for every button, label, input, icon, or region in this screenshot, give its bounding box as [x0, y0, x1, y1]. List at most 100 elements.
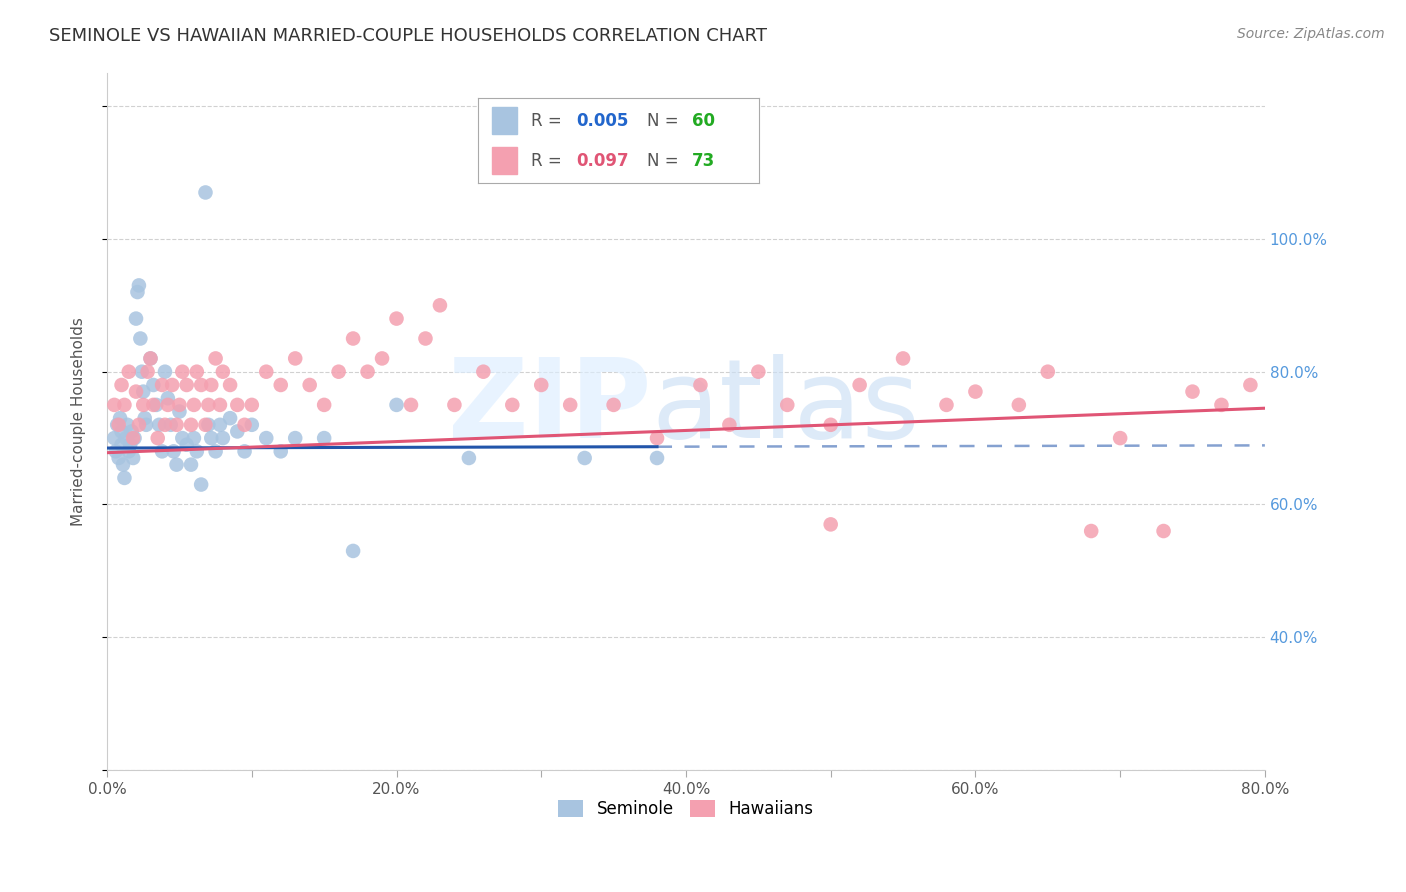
- Text: N =: N =: [647, 152, 683, 169]
- Point: [298, 378, 321, 392]
- Text: atlas: atlas: [651, 354, 920, 461]
- Point: [169, 404, 191, 418]
- Point: [103, 398, 125, 412]
- Point: [501, 398, 523, 412]
- Point: [530, 378, 553, 392]
- Point: [150, 378, 173, 392]
- Point: [160, 378, 183, 392]
- Point: [115, 431, 138, 445]
- Point: [240, 398, 263, 412]
- Point: [747, 365, 769, 379]
- Point: [153, 365, 176, 379]
- Point: [134, 411, 156, 425]
- Point: [284, 351, 307, 366]
- Point: [820, 417, 842, 432]
- Point: [145, 398, 167, 412]
- Point: [120, 438, 142, 452]
- Point: [1080, 524, 1102, 538]
- Point: [110, 438, 132, 452]
- Point: [385, 311, 408, 326]
- Point: [1036, 365, 1059, 379]
- Point: [136, 365, 159, 379]
- Point: [718, 417, 741, 432]
- Point: [233, 417, 256, 432]
- Point: [183, 431, 205, 445]
- Point: [254, 365, 277, 379]
- Point: [314, 431, 336, 445]
- Point: [128, 278, 150, 293]
- Text: Source: ZipAtlas.com: Source: ZipAtlas.com: [1237, 27, 1385, 41]
- Bar: [492, 107, 517, 134]
- Point: [122, 431, 145, 445]
- Point: [356, 365, 378, 379]
- Point: [399, 398, 422, 412]
- Point: [110, 425, 132, 439]
- Point: [172, 431, 194, 445]
- Text: 0.097: 0.097: [576, 152, 628, 169]
- Point: [415, 331, 437, 345]
- Point: [163, 444, 186, 458]
- Point: [111, 458, 134, 472]
- Point: [848, 378, 870, 392]
- Point: [270, 378, 292, 392]
- Point: [139, 351, 162, 366]
- Point: [645, 450, 668, 465]
- Point: [132, 398, 155, 412]
- Point: [183, 398, 205, 412]
- Point: [1181, 384, 1204, 399]
- Point: [148, 417, 170, 432]
- Point: [108, 411, 131, 425]
- Point: [139, 351, 162, 366]
- Point: [776, 398, 799, 412]
- Point: [180, 417, 202, 432]
- Point: [169, 398, 191, 412]
- Point: [124, 431, 146, 445]
- Point: [121, 425, 143, 439]
- Point: [107, 417, 129, 432]
- Point: [240, 417, 263, 432]
- Point: [172, 365, 194, 379]
- Point: [1109, 431, 1132, 445]
- Point: [186, 444, 208, 458]
- Point: [194, 186, 217, 200]
- Point: [104, 444, 127, 458]
- Text: R =: R =: [531, 112, 568, 130]
- Text: R =: R =: [531, 152, 568, 169]
- Point: [159, 417, 181, 432]
- Point: [219, 411, 242, 425]
- Point: [574, 450, 596, 465]
- Point: [208, 417, 231, 432]
- Point: [226, 425, 249, 439]
- Point: [135, 417, 157, 432]
- Point: [118, 365, 141, 379]
- Point: [219, 378, 242, 392]
- Point: [129, 331, 152, 345]
- Point: [190, 378, 212, 392]
- Point: [117, 417, 139, 432]
- Point: [212, 431, 235, 445]
- Point: [284, 431, 307, 445]
- Point: [110, 378, 132, 392]
- Point: [443, 398, 465, 412]
- Text: SEMINOLE VS HAWAIIAN MARRIED-COUPLE HOUSEHOLDS CORRELATION CHART: SEMINOLE VS HAWAIIAN MARRIED-COUPLE HOUS…: [49, 27, 768, 45]
- Point: [472, 365, 495, 379]
- Point: [212, 365, 235, 379]
- Point: [153, 417, 176, 432]
- Point: [197, 398, 219, 412]
- Point: [200, 378, 222, 392]
- Text: N =: N =: [647, 112, 683, 130]
- Point: [965, 384, 987, 399]
- Point: [204, 444, 226, 458]
- Point: [1008, 398, 1031, 412]
- Text: 73: 73: [692, 152, 716, 169]
- Point: [156, 391, 179, 405]
- Point: [233, 444, 256, 458]
- Point: [197, 417, 219, 432]
- Point: [820, 517, 842, 532]
- Point: [186, 365, 208, 379]
- Point: [328, 365, 350, 379]
- Point: [146, 431, 169, 445]
- Point: [190, 477, 212, 491]
- Point: [118, 444, 141, 458]
- Point: [132, 384, 155, 399]
